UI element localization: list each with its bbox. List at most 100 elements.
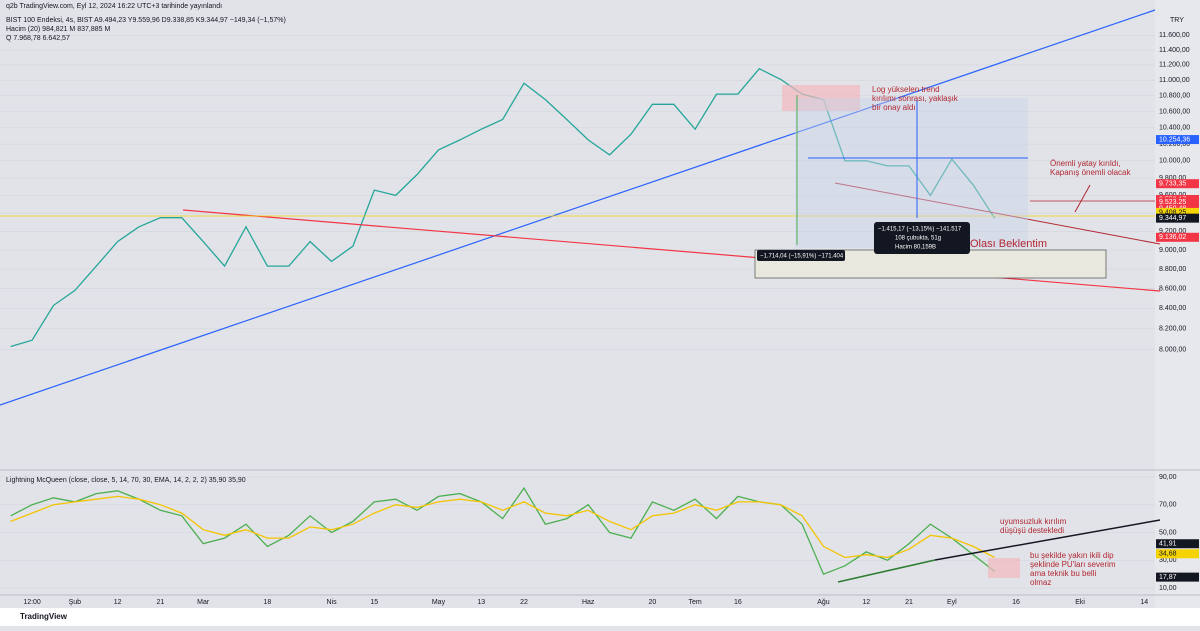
trend-line xyxy=(0,9,1156,406)
x-tick-label: 20 xyxy=(648,599,656,606)
x-tick-label: Eki xyxy=(1075,599,1085,606)
highlight-box xyxy=(988,558,1020,578)
price-tag xyxy=(1156,207,1199,217)
x-tick-label: 13 xyxy=(477,599,485,606)
price-tag-label: 34,68 xyxy=(1159,551,1177,558)
y-tick-label: 50,00 xyxy=(1159,529,1177,536)
y-tick-label: 9.800,00 xyxy=(1159,175,1186,182)
annotation: kırılımı sonrası, yaklaşık xyxy=(872,94,959,103)
y-tick-label: 10.400,00 xyxy=(1159,124,1190,131)
y-tick-label: 10,00 xyxy=(1159,585,1177,592)
x-tick-label: 21 xyxy=(905,599,913,606)
y-tick-label: 8.800,00 xyxy=(1159,266,1186,273)
y-tick-label: 10.000,00 xyxy=(1159,158,1190,165)
price-tag-label: 9.733,35 xyxy=(1159,181,1186,188)
price-tag-label: 10.254,36 xyxy=(1159,136,1190,143)
price-tag xyxy=(1156,213,1199,223)
y-tick-label: 10.800,00 xyxy=(1159,93,1190,100)
series-line xyxy=(10,67,996,348)
x-tick-label: 15 xyxy=(370,599,378,606)
y-tick-label: 11.400,00 xyxy=(1159,47,1190,54)
y-tick-label: 8.600,00 xyxy=(1159,285,1186,292)
currency: TRY xyxy=(1170,17,1184,24)
measure-label-bg xyxy=(874,222,970,254)
published: q2b TradingView.com, Eyl 12, 2024 16:22 … xyxy=(6,3,222,10)
measure-label: Hacim 80,159B xyxy=(895,245,936,251)
price-tag xyxy=(1156,135,1199,145)
y-tick-label: 90,00 xyxy=(1159,474,1177,481)
trend-line xyxy=(837,559,936,583)
measure-label: −1.415,17 (−13,15%) −141.517 xyxy=(878,227,962,233)
annotation: ama teknik bu belli xyxy=(1030,569,1096,578)
price-axis xyxy=(1155,0,1200,608)
annotation: Log yükselen trend xyxy=(872,85,940,94)
price-tag-label: 41,91 xyxy=(1159,541,1177,548)
x-tick-label: 12 xyxy=(862,599,870,606)
y-tick-label: 11.600,00 xyxy=(1159,32,1190,39)
y-tick-label: 8.000,00 xyxy=(1159,347,1186,354)
price-tag-label: 9.136,02 xyxy=(1159,234,1186,241)
y-tick-label: 11.200,00 xyxy=(1159,62,1190,69)
trend-line xyxy=(934,519,1161,561)
price-tag xyxy=(1156,197,1199,207)
annotation: Olası Beklentim xyxy=(970,238,1047,250)
price-tag xyxy=(1156,572,1199,582)
annotation: Kapanış önemli olacak xyxy=(1050,168,1131,177)
annotation: düşüşü destekledi xyxy=(1000,526,1064,535)
series-line xyxy=(10,486,995,576)
annotation: bir onay aldı xyxy=(872,103,916,112)
y-tick-label: 9.200,00 xyxy=(1159,228,1186,235)
x-tick-label: Tem xyxy=(689,599,702,606)
footer xyxy=(0,608,1200,626)
y-tick-label: 8.200,00 xyxy=(1159,326,1186,333)
measure-label-bg xyxy=(757,250,845,261)
trend-line xyxy=(834,182,1161,245)
price-tag-label: 9.344,97 xyxy=(1159,215,1186,222)
price-tag xyxy=(1156,539,1199,549)
symbol-info: BIST 100 Endeksi, 4s, BIST A9.494,23 Y9.… xyxy=(6,17,286,24)
y-tick-label: 10.200,00 xyxy=(1159,141,1190,148)
y-tick-label: 11.000,00 xyxy=(1159,77,1190,84)
price-tag xyxy=(1156,179,1199,189)
x-tick-label: 22 xyxy=(520,599,528,606)
x-tick-label: Eyl xyxy=(947,599,957,606)
y-tick-label: 8.400,00 xyxy=(1159,305,1186,312)
x-tick-label: Şub xyxy=(69,599,82,606)
x-tick-label: 21 xyxy=(157,599,165,606)
annotation: uyumsuzluk kırılım xyxy=(1000,517,1067,526)
x-tick-label: Mar xyxy=(197,599,210,606)
annotation: Önemli yatay kırıldı, xyxy=(1050,159,1121,168)
price-tag-label: 9.523,25 xyxy=(1159,199,1186,206)
y-tick-label: 30,00 xyxy=(1159,557,1177,564)
measure-label: 108 çubukta, 51g xyxy=(895,236,941,242)
y-tick-label: 10.600,00 xyxy=(1159,108,1190,115)
annotation: şeklinde PU'ları severim xyxy=(1030,560,1116,569)
price-tag-label: 9.408,25 xyxy=(1159,209,1186,216)
price-tag-label: 17,87 xyxy=(1159,574,1177,581)
arrow xyxy=(1074,184,1091,213)
q-info: Q 7.968,78 6.642,57 xyxy=(6,35,70,42)
x-tick-label: 12:00 xyxy=(23,599,41,606)
x-tick-label: 16 xyxy=(734,599,742,606)
indicator-title: Lightning McQueen (close, close, 5, 14, … xyxy=(6,477,246,484)
x-tick-label: 14 xyxy=(1140,599,1148,606)
y-tick-label: 70,00 xyxy=(1159,502,1177,509)
price-tag xyxy=(1156,549,1199,559)
highlight-box xyxy=(782,85,860,111)
volume-info: Hacim (20) 984,821 M 837,885 M xyxy=(6,26,110,33)
series-line xyxy=(10,495,995,559)
price-tag xyxy=(1156,232,1199,242)
x-tick-label: May xyxy=(432,599,446,606)
measure-label: −1.714,04 (−15,91%) −171.404 xyxy=(760,254,844,260)
annotation: bu şekilde yakın ikili dip xyxy=(1030,551,1114,560)
y-tick-label: 9.000,00 xyxy=(1159,247,1186,254)
annotation: olmaz xyxy=(1030,578,1051,587)
x-tick-label: 12 xyxy=(114,599,122,606)
x-tick-label: Haz xyxy=(582,599,595,606)
brand: TradingView xyxy=(20,612,68,621)
x-tick-label: 16 xyxy=(1012,599,1020,606)
x-tick-label: Nis xyxy=(326,599,337,606)
x-tick-label: 18 xyxy=(263,599,271,606)
